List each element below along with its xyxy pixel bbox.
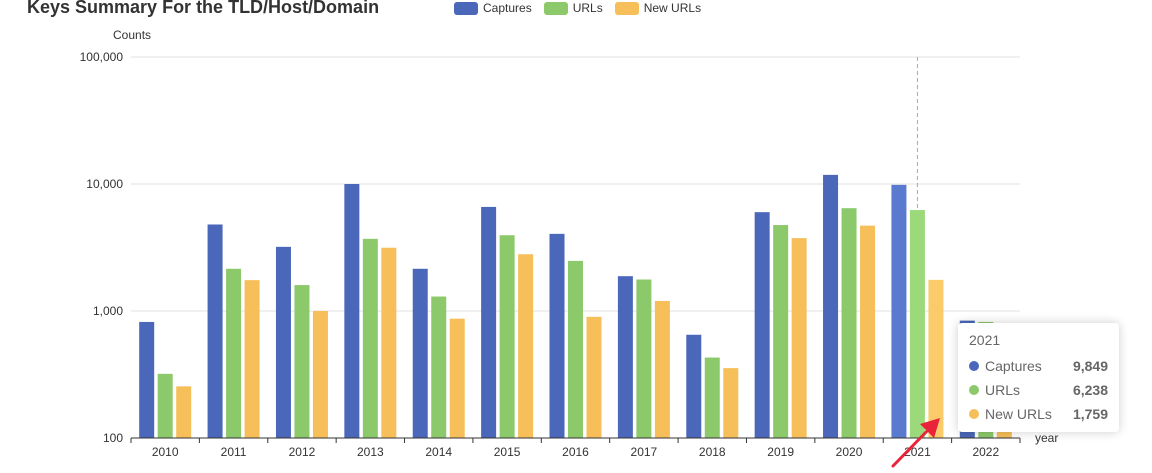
bar-urls-2015	[499, 235, 515, 438]
tooltip-label-urls: URLs	[985, 382, 1021, 398]
bar-captures-2016	[549, 233, 565, 438]
annotation-arrow-head	[920, 418, 940, 438]
bar-urls-2010	[157, 373, 173, 438]
bar-urls-2019	[773, 225, 789, 438]
bar-urls-2017	[636, 279, 652, 438]
legend-label-urls: URLs	[572, 1, 603, 15]
x-axis-label: year	[1035, 431, 1058, 445]
bar-new-urls-2017	[654, 300, 670, 438]
bar-captures-2010	[139, 321, 155, 438]
x-tick-label: 2020	[836, 445, 863, 459]
legend-label-new-urls: New URLs	[643, 1, 702, 15]
legend-swatch-new-urls	[614, 1, 639, 15]
bar-new-urls-2016	[586, 316, 602, 438]
bar-captures-2014	[412, 268, 428, 438]
bar-new-urls-2010	[176, 386, 192, 438]
tooltip-title: 2021	[969, 332, 1001, 348]
bar-captures-2018	[686, 334, 702, 438]
tooltip-value-captures: 9,849	[1072, 358, 1108, 374]
bar-new-urls-2018	[723, 368, 739, 438]
bar-urls-2016	[568, 260, 583, 438]
bar-urls-2014	[431, 296, 447, 438]
annotation-arrow-shaft	[891, 426, 932, 468]
bar-new-urls-2013	[381, 247, 397, 438]
tooltip-dot-new-urls	[969, 409, 979, 419]
bar-captures-2017	[617, 276, 633, 438]
bar-new-urls-2015	[518, 254, 534, 438]
bar-new-urls-2021	[928, 279, 944, 438]
bar-captures-2011	[207, 224, 223, 438]
x-tick-label: 2010	[152, 445, 179, 459]
bar-urls-2018	[704, 357, 720, 438]
x-tick-label: 2019	[767, 445, 794, 459]
legend-item-urls[interactable]: URLs	[543, 1, 603, 15]
y-tick-label: 10,000	[86, 177, 123, 191]
chart-legend: Captures URLs New URLs	[454, 1, 701, 15]
legend-label-captures: Captures	[483, 1, 532, 15]
y-tick-label: 100	[103, 431, 123, 445]
x-tick-label: 2012	[289, 445, 316, 459]
tooltip: 2021 Captures 9,849 URLs 6,238 New URLs …	[958, 323, 1119, 432]
y-axis-label: Counts	[113, 28, 151, 42]
tooltip-dot-urls	[969, 385, 979, 395]
x-tick-label: 2013	[357, 445, 384, 459]
bar-captures-2015	[481, 206, 497, 438]
y-tick-label: 100,000	[80, 50, 124, 64]
bar-captures-2021	[891, 184, 907, 438]
legend-swatch-urls	[543, 1, 568, 15]
bar-urls-2013	[362, 238, 378, 438]
bar-captures-2013	[344, 184, 360, 438]
tooltip-row-new-urls: New URLs 1,759	[969, 402, 1108, 426]
tooltip-value-urls: 6,238	[1072, 382, 1108, 398]
tooltip-value-new-urls: 1,759	[1072, 406, 1108, 422]
tooltip-row-urls: URLs 6,238	[969, 378, 1108, 402]
bar-urls-2021	[909, 210, 925, 438]
bar-new-urls-2020	[860, 225, 876, 438]
tooltip-dot-captures	[969, 361, 979, 371]
tooltip-label-captures: Captures	[985, 358, 1042, 374]
bar-captures-2020	[823, 174, 839, 439]
bar-new-urls-2011	[244, 280, 260, 438]
chart-title: Keys Summary For the TLD/Host/Domain	[27, 0, 380, 17]
x-tick-label: 2015	[494, 445, 521, 459]
x-tick-label: 2014	[425, 445, 452, 459]
bar-urls-2011	[226, 268, 242, 438]
x-tick-label: 2011	[221, 445, 247, 459]
x-tick-label: 2018	[699, 445, 726, 459]
bar-captures-2012	[275, 246, 291, 438]
legend-item-new-urls[interactable]: New URLs	[614, 1, 702, 15]
x-tick-label: 2016	[562, 445, 589, 459]
bar-new-urls-2019	[791, 238, 807, 438]
bar-urls-2020	[841, 208, 857, 438]
tooltip-row-captures: Captures 9,849	[969, 354, 1108, 378]
x-tick-label: 2022	[972, 445, 999, 459]
bar-captures-2019	[754, 212, 770, 438]
bar-urls-2012	[294, 285, 310, 438]
bar-new-urls-2014	[449, 318, 465, 438]
legend-item-captures[interactable]: Captures	[454, 1, 532, 15]
tooltip-label-new-urls: New URLs	[985, 406, 1052, 422]
x-tick-label: 2017	[631, 445, 658, 459]
bar-new-urls-2012	[312, 311, 328, 438]
legend-swatch-captures	[454, 1, 478, 15]
y-tick-label: 1,000	[93, 304, 123, 318]
